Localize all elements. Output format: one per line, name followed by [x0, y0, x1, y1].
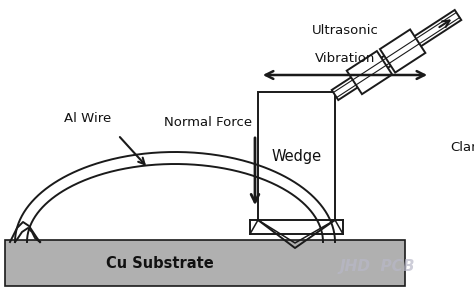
Bar: [258, 92, 335, 220]
Text: JHD  PCB: JHD PCB: [340, 258, 416, 274]
Text: Cu Substrate: Cu Substrate: [106, 255, 214, 271]
Text: Wedge: Wedge: [272, 148, 321, 164]
Polygon shape: [332, 10, 461, 100]
Text: Al Wire: Al Wire: [64, 111, 111, 125]
Polygon shape: [380, 29, 425, 72]
Text: Clamp: Clamp: [450, 141, 474, 155]
Text: Vibration: Vibration: [315, 52, 375, 65]
Text: Ultrasonic: Ultrasonic: [311, 24, 378, 36]
Text: Normal Force: Normal Force: [164, 116, 252, 129]
Polygon shape: [346, 51, 392, 94]
Bar: [5, 240, 405, 286]
